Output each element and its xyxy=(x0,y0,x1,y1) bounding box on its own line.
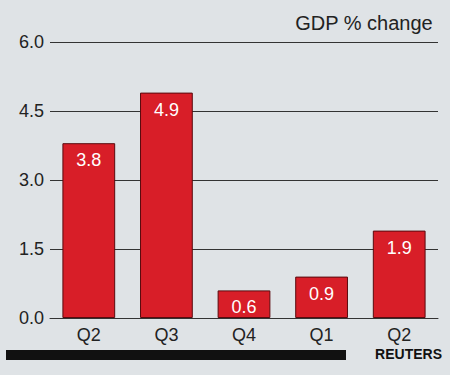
svg-text:4.5: 4.5 xyxy=(19,101,44,121)
svg-text:1.5: 1.5 xyxy=(19,239,44,259)
svg-text:4.9: 4.9 xyxy=(154,100,179,120)
svg-text:Q2: Q2 xyxy=(387,325,411,345)
svg-text:GDP % change: GDP % change xyxy=(295,12,433,34)
svg-text:0.6: 0.6 xyxy=(231,297,256,317)
svg-text:1.9: 1.9 xyxy=(387,238,412,258)
svg-text:Q2: Q2 xyxy=(77,325,101,345)
svg-text:Q1: Q1 xyxy=(310,325,334,345)
svg-text:0.9: 0.9 xyxy=(309,284,334,304)
svg-text:Q4: Q4 xyxy=(232,325,256,345)
svg-text:Q3: Q3 xyxy=(154,325,178,345)
svg-text:3.0: 3.0 xyxy=(19,170,44,190)
svg-text:0.0: 0.0 xyxy=(19,308,44,328)
svg-text:3.8: 3.8 xyxy=(76,150,101,170)
svg-text:6.0: 6.0 xyxy=(19,32,44,52)
svg-text:REUTERS: REUTERS xyxy=(375,346,442,362)
